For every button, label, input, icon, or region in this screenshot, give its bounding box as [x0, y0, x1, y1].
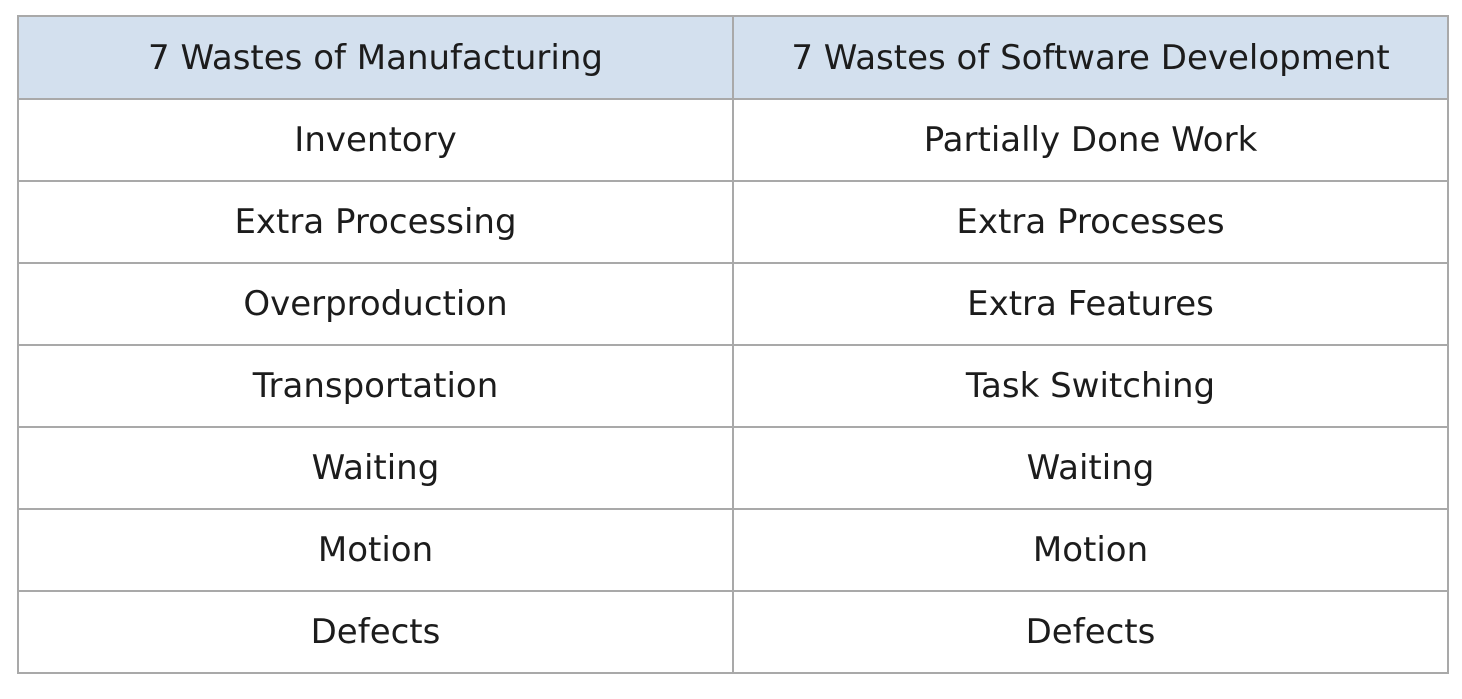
manufacturing-waste-cell: Motion [17, 508, 734, 592]
manufacturing-waste-cell: Extra Processing [17, 180, 734, 264]
manufacturing-waste-cell: Overproduction [17, 262, 734, 346]
software-waste-cell: Task Switching [732, 344, 1449, 428]
manufacturing-waste-cell: Inventory [17, 98, 734, 182]
table-row: Motion Motion [17, 508, 1449, 592]
table-row: Waiting Waiting [17, 426, 1449, 510]
table-body: Inventory Partially Done Work Extra Proc… [17, 98, 1449, 674]
manufacturing-waste-cell: Defects [17, 590, 734, 674]
software-waste-cell: Extra Processes [732, 180, 1449, 264]
software-waste-cell: Waiting [732, 426, 1449, 510]
header-manufacturing: 7 Wastes of Manufacturing [17, 15, 734, 100]
wastes-comparison-table: 7 Wastes of Manufacturing 7 Wastes of So… [17, 15, 1449, 674]
table-header: 7 Wastes of Manufacturing 7 Wastes of So… [17, 15, 1449, 100]
table-row: Defects Defects [17, 590, 1449, 674]
table-row: Extra Processing Extra Processes [17, 180, 1449, 264]
table-row: Transportation Task Switching [17, 344, 1449, 428]
software-waste-cell: Partially Done Work [732, 98, 1449, 182]
manufacturing-waste-cell: Waiting [17, 426, 734, 510]
software-waste-cell: Motion [732, 508, 1449, 592]
header-software-development: 7 Wastes of Software Development [732, 15, 1449, 100]
wastes-comparison-table-container: 7 Wastes of Manufacturing 7 Wastes of So… [17, 15, 1449, 674]
software-waste-cell: Defects [732, 590, 1449, 674]
software-waste-cell: Extra Features [732, 262, 1449, 346]
manufacturing-waste-cell: Transportation [17, 344, 734, 428]
table-row: Inventory Partially Done Work [17, 98, 1449, 182]
header-row: 7 Wastes of Manufacturing 7 Wastes of So… [17, 15, 1449, 100]
table-row: Overproduction Extra Features [17, 262, 1449, 346]
